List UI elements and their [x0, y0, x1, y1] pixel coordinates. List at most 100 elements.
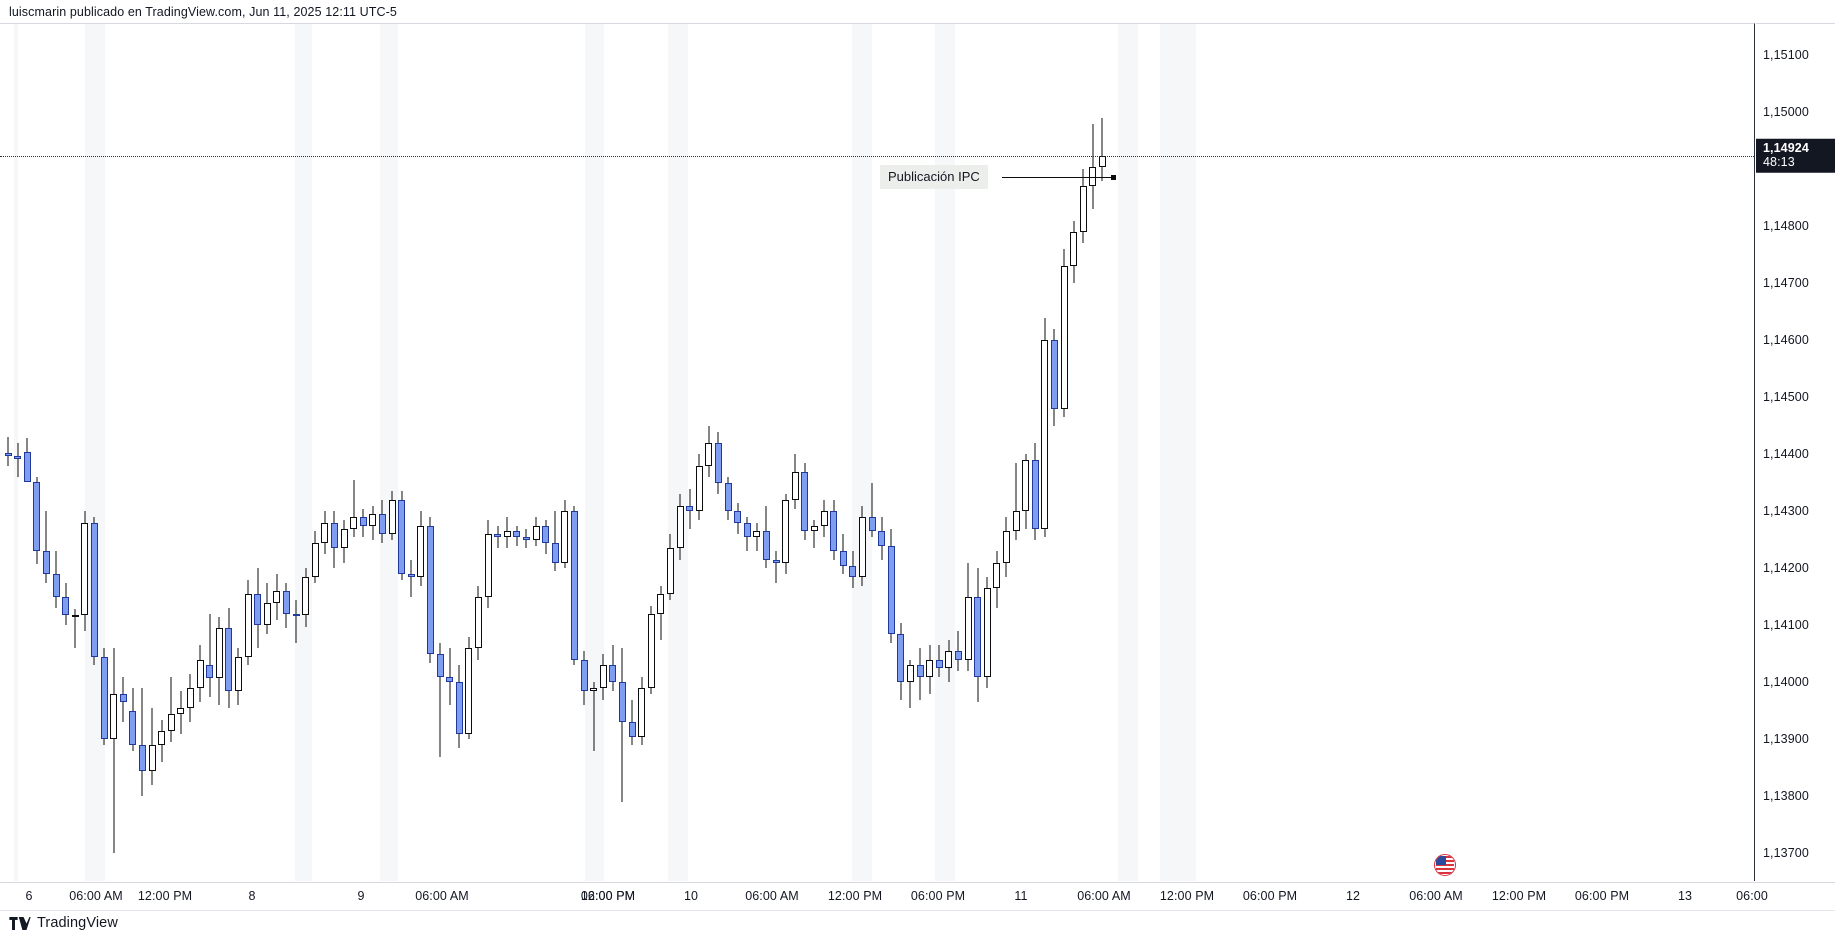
candlestick[interactable] [887, 528, 895, 643]
candlestick[interactable] [292, 599, 300, 643]
candlestick[interactable] [215, 616, 223, 706]
candlestick[interactable] [1041, 317, 1049, 538]
candlestick[interactable] [542, 519, 550, 555]
candlestick[interactable] [1060, 249, 1068, 418]
candlestick[interactable] [839, 534, 847, 575]
candlestick[interactable] [388, 491, 396, 540]
candlestick[interactable] [330, 511, 338, 569]
candlestick[interactable] [513, 525, 521, 546]
candlestick[interactable] [1070, 220, 1078, 284]
candlestick[interactable] [33, 477, 41, 564]
candlestick[interactable] [4, 437, 12, 466]
candlestick[interactable] [628, 699, 636, 746]
candlestick[interactable] [647, 605, 655, 694]
candlestick[interactable] [609, 645, 617, 691]
candlestick[interactable] [1012, 462, 1020, 540]
candlestick[interactable] [234, 648, 242, 706]
candlestick[interactable] [186, 673, 194, 723]
candlestick[interactable] [484, 519, 492, 609]
candlestick[interactable] [974, 568, 982, 703]
candlestick[interactable] [119, 676, 127, 723]
candlestick[interactable] [858, 505, 866, 586]
candlestick[interactable] [618, 648, 626, 803]
candlestick[interactable] [62, 582, 70, 626]
candlestick[interactable] [225, 608, 233, 709]
candlestick[interactable] [42, 511, 50, 583]
candlestick[interactable] [657, 585, 665, 640]
candlestick[interactable] [916, 648, 924, 700]
candlestick[interactable] [676, 494, 684, 560]
candlestick[interactable] [1098, 118, 1106, 181]
candlestick[interactable] [820, 500, 828, 538]
candlestick[interactable] [743, 517, 751, 552]
candlestick[interactable] [714, 431, 722, 495]
candlestick[interactable] [71, 609, 79, 649]
candlestick[interactable] [561, 500, 569, 569]
candlestick[interactable] [369, 505, 377, 540]
candlestick[interactable] [686, 488, 694, 529]
candlestick[interactable] [753, 522, 761, 552]
candlestick[interactable] [196, 645, 204, 703]
candlestick[interactable] [110, 648, 118, 854]
candlestick[interactable] [311, 531, 319, 583]
candlestick[interactable] [90, 517, 98, 666]
us-flag-icon[interactable] [1434, 854, 1456, 876]
candlestick[interactable] [81, 511, 89, 632]
candlestick[interactable] [522, 528, 530, 549]
candlestick[interactable] [1089, 123, 1097, 210]
candlestick[interactable] [695, 454, 703, 520]
candlestick[interactable] [705, 425, 713, 478]
candlestick[interactable] [1002, 517, 1010, 577]
candlestick[interactable] [532, 517, 540, 546]
candlestick[interactable] [158, 719, 166, 763]
candlestick[interactable] [1079, 169, 1087, 244]
candlestick[interactable] [666, 534, 674, 600]
candlestick[interactable] [148, 708, 156, 786]
candlestick[interactable] [801, 462, 809, 540]
candlestick[interactable] [964, 562, 972, 672]
candlestick[interactable] [897, 622, 905, 700]
candlestick[interactable] [503, 517, 511, 549]
chart-plot-frame[interactable]: Publicación IPC [0, 23, 1755, 881]
candlestick[interactable] [1022, 454, 1030, 529]
candlestick[interactable] [1050, 329, 1058, 426]
candlestick[interactable] [1031, 443, 1039, 540]
candlestick[interactable] [129, 688, 137, 751]
candlestick[interactable] [138, 688, 146, 797]
candlestick[interactable] [762, 505, 770, 569]
candlestick[interactable] [782, 494, 790, 575]
candlestick[interactable] [494, 525, 502, 549]
candlestick[interactable] [350, 480, 358, 538]
candlestick[interactable] [426, 517, 434, 663]
candlestick[interactable] [570, 505, 578, 666]
candlestick[interactable] [734, 502, 742, 535]
candlestick[interactable] [302, 568, 310, 627]
candlestick[interactable] [378, 500, 386, 543]
candlestick[interactable] [455, 665, 463, 749]
candlestick[interactable] [849, 551, 857, 589]
candlestick[interactable] [398, 491, 406, 580]
candlestick[interactable] [273, 574, 281, 620]
candlestick[interactable] [993, 551, 1001, 609]
candlestick[interactable] [474, 585, 482, 660]
price-axis[interactable]: 1,14924 48:13 1,15100 1,15000 1,14800 1,147… [1756, 23, 1835, 881]
candlestick[interactable] [551, 511, 559, 572]
annotation-label[interactable]: Publicación IPC [880, 164, 988, 189]
candlestick[interactable] [906, 659, 914, 709]
time-axis[interactable]: 6 06:00 AM 12:00 PM 8 9 06:00 AM 12:00 PM 06:00… [0, 882, 1835, 911]
candlestick[interactable] [14, 443, 22, 478]
candlestick[interactable] [340, 519, 348, 563]
candlestick[interactable] [810, 519, 818, 549]
candlestick[interactable] [417, 511, 425, 586]
candlestick-plot-area[interactable] [0, 24, 1754, 881]
candlestick[interactable] [446, 648, 454, 706]
candlestick[interactable] [590, 682, 598, 751]
candlestick[interactable] [724, 477, 732, 520]
candlestick[interactable] [254, 568, 262, 649]
candlestick[interactable] [878, 517, 886, 560]
candlestick[interactable] [945, 639, 953, 683]
candlestick[interactable] [436, 642, 444, 757]
candlestick[interactable] [282, 582, 290, 629]
candlestick[interactable] [599, 653, 607, 700]
candlestick[interactable] [868, 482, 876, 538]
